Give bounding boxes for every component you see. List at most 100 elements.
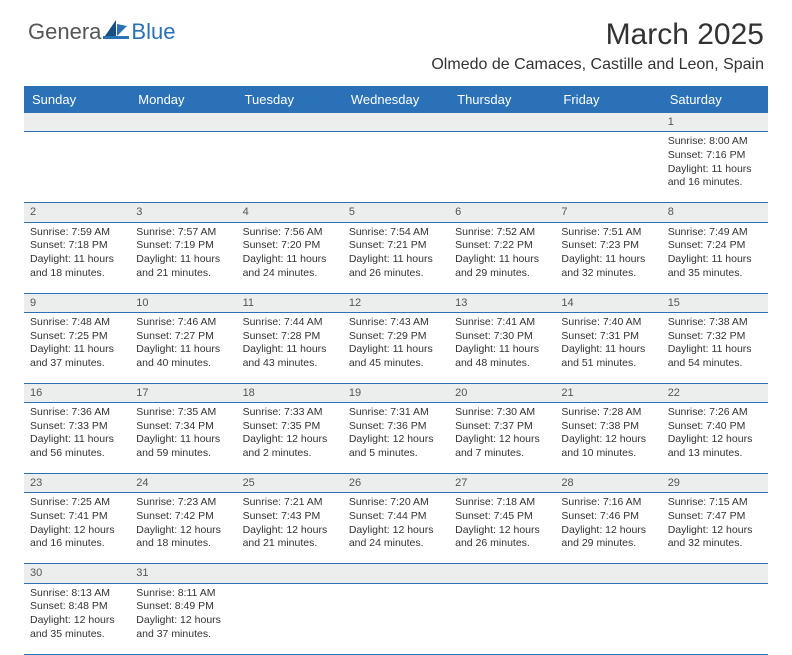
day-number-cell: 18 xyxy=(237,384,343,402)
brand-word-blue: Blue xyxy=(131,19,175,45)
daylight-text: and 43 minutes. xyxy=(243,357,337,371)
day-cell: Sunrise: 7:40 AMSunset: 7:31 PMDaylight:… xyxy=(555,313,661,383)
day-number-cell xyxy=(449,113,555,131)
month-title: March 2025 xyxy=(431,18,764,52)
day-cell xyxy=(555,132,661,202)
day-cell: Sunrise: 7:23 AMSunset: 7:42 PMDaylight:… xyxy=(130,493,236,563)
day-number-cell: 20 xyxy=(449,384,555,402)
day-cell: Sunrise: 7:21 AMSunset: 7:43 PMDaylight:… xyxy=(237,493,343,563)
day-number-cell xyxy=(130,113,236,131)
daylight-text: Daylight: 12 hours xyxy=(561,524,655,538)
sunset-text: Sunset: 7:30 PM xyxy=(455,330,549,344)
day-cell: Sunrise: 7:43 AMSunset: 7:29 PMDaylight:… xyxy=(343,313,449,383)
sunrise-text: Sunrise: 7:48 AM xyxy=(30,316,124,330)
day-number-cell: 13 xyxy=(449,294,555,312)
daylight-text: Daylight: 12 hours xyxy=(349,524,443,538)
weekday-header-row: Sunday Monday Tuesday Wednesday Thursday… xyxy=(24,86,768,113)
day-cell: Sunrise: 7:38 AMSunset: 7:32 PMDaylight:… xyxy=(662,313,768,383)
daylight-text: and 37 minutes. xyxy=(30,357,124,371)
sunrise-text: Sunrise: 7:30 AM xyxy=(455,406,549,420)
day-cell xyxy=(237,584,343,654)
daylight-text: and 13 minutes. xyxy=(668,447,762,461)
day-number-cell: 27 xyxy=(449,474,555,492)
week-row: Sunrise: 7:59 AMSunset: 7:18 PMDaylight:… xyxy=(24,223,768,294)
day-number-cell: 22 xyxy=(662,384,768,402)
sunrise-text: Sunrise: 7:54 AM xyxy=(349,226,443,240)
day-number-cell: 31 xyxy=(130,564,236,582)
day-cell xyxy=(24,132,130,202)
daylight-text: and 45 minutes. xyxy=(349,357,443,371)
daylight-text: Daylight: 12 hours xyxy=(243,524,337,538)
sunrise-text: Sunrise: 7:18 AM xyxy=(455,496,549,510)
day-cell xyxy=(237,132,343,202)
day-number-cell: 9 xyxy=(24,294,130,312)
day-cell xyxy=(343,132,449,202)
daylight-text: Daylight: 11 hours xyxy=(668,163,762,177)
day-cell xyxy=(662,584,768,654)
daylight-text: and 16 minutes. xyxy=(668,176,762,190)
sunrise-text: Sunrise: 8:00 AM xyxy=(668,135,762,149)
sunset-text: Sunset: 7:45 PM xyxy=(455,510,549,524)
daylight-text: and 48 minutes. xyxy=(455,357,549,371)
daylight-text: Daylight: 11 hours xyxy=(561,343,655,357)
sunrise-text: Sunrise: 8:11 AM xyxy=(136,587,230,601)
daylight-text: and 29 minutes. xyxy=(561,537,655,551)
sunset-text: Sunset: 7:44 PM xyxy=(349,510,443,524)
sunset-text: Sunset: 7:18 PM xyxy=(30,239,124,253)
sunset-text: Sunset: 7:40 PM xyxy=(668,420,762,434)
daylight-text: Daylight: 12 hours xyxy=(561,433,655,447)
week-row: Sunrise: 7:25 AMSunset: 7:41 PMDaylight:… xyxy=(24,493,768,564)
day-cell: Sunrise: 7:36 AMSunset: 7:33 PMDaylight:… xyxy=(24,403,130,473)
daylight-text: Daylight: 11 hours xyxy=(349,343,443,357)
daylight-text: and 56 minutes. xyxy=(30,447,124,461)
day-number-cell: 7 xyxy=(555,203,661,221)
day-number-cell: 3 xyxy=(130,203,236,221)
sunset-text: Sunset: 7:34 PM xyxy=(136,420,230,434)
sunset-text: Sunset: 7:16 PM xyxy=(668,149,762,163)
day-cell: Sunrise: 7:16 AMSunset: 7:46 PMDaylight:… xyxy=(555,493,661,563)
daylight-text: and 5 minutes. xyxy=(349,447,443,461)
day-cell: Sunrise: 7:41 AMSunset: 7:30 PMDaylight:… xyxy=(449,313,555,383)
sunrise-text: Sunrise: 7:56 AM xyxy=(243,226,337,240)
daylight-text: Daylight: 12 hours xyxy=(136,524,230,538)
daylight-text: and 16 minutes. xyxy=(30,537,124,551)
sunset-text: Sunset: 7:38 PM xyxy=(561,420,655,434)
week-row: Sunrise: 8:00 AMSunset: 7:16 PMDaylight:… xyxy=(24,132,768,203)
daylight-text: Daylight: 12 hours xyxy=(668,524,762,538)
sunset-text: Sunset: 7:23 PM xyxy=(561,239,655,253)
day-number-cell: 4 xyxy=(237,203,343,221)
day-cell xyxy=(449,132,555,202)
daylight-text: Daylight: 11 hours xyxy=(30,253,124,267)
daylight-text: Daylight: 11 hours xyxy=(30,343,124,357)
day-number-cell: 29 xyxy=(662,474,768,492)
day-number-row: 16171819202122 xyxy=(24,384,768,403)
weekday-header: Thursday xyxy=(449,86,555,113)
sunset-text: Sunset: 7:32 PM xyxy=(668,330,762,344)
sunset-text: Sunset: 7:27 PM xyxy=(136,330,230,344)
sunrise-text: Sunrise: 7:23 AM xyxy=(136,496,230,510)
day-number-cell: 25 xyxy=(237,474,343,492)
sunset-text: Sunset: 7:41 PM xyxy=(30,510,124,524)
day-number-cell: 10 xyxy=(130,294,236,312)
daylight-text: Daylight: 12 hours xyxy=(136,614,230,628)
day-number-cell: 21 xyxy=(555,384,661,402)
daylight-text: Daylight: 11 hours xyxy=(136,253,230,267)
daylight-text: and 10 minutes. xyxy=(561,447,655,461)
sunrise-text: Sunrise: 7:26 AM xyxy=(668,406,762,420)
day-number-cell: 24 xyxy=(130,474,236,492)
daylight-text: Daylight: 11 hours xyxy=(136,343,230,357)
sunset-text: Sunset: 8:48 PM xyxy=(30,600,124,614)
day-number-cell: 14 xyxy=(555,294,661,312)
daylight-text: Daylight: 11 hours xyxy=(136,433,230,447)
sunset-text: Sunset: 7:24 PM xyxy=(668,239,762,253)
day-number-cell: 2 xyxy=(24,203,130,221)
day-number-cell: 17 xyxy=(130,384,236,402)
sunrise-text: Sunrise: 7:57 AM xyxy=(136,226,230,240)
day-cell xyxy=(555,584,661,654)
sunset-text: Sunset: 7:25 PM xyxy=(30,330,124,344)
day-number-cell: 12 xyxy=(343,294,449,312)
daylight-text: and 32 minutes. xyxy=(668,537,762,551)
sunset-text: Sunset: 7:21 PM xyxy=(349,239,443,253)
daylight-text: Daylight: 11 hours xyxy=(668,343,762,357)
sunset-text: Sunset: 7:28 PM xyxy=(243,330,337,344)
